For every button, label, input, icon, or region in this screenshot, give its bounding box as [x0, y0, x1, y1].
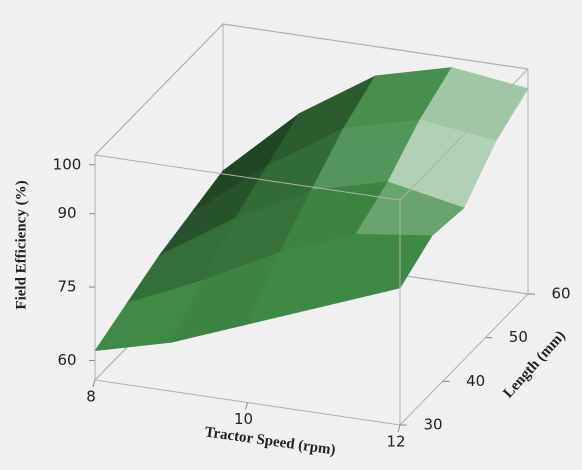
surface	[94, 67, 529, 352]
z-tick-label: 90	[57, 204, 76, 222]
box-edge	[94, 154, 401, 201]
box-front	[94, 23, 529, 425]
z-axis-label: Field Efficiency (%)	[13, 180, 29, 309]
z-tick-label: 75	[57, 278, 76, 296]
x-tick-label: 12	[386, 433, 405, 451]
y-tick-label: 40	[466, 372, 485, 390]
y-tick-label: 30	[423, 416, 442, 434]
x-tick	[397, 424, 401, 433]
x-tick-label: 8	[86, 388, 96, 406]
box-edge	[94, 23, 224, 156]
box-edge	[222, 23, 529, 70]
x-tick	[245, 402, 248, 410]
z-tick-label: 60	[57, 351, 76, 369]
box-edge	[399, 68, 529, 201]
surface-patch	[323, 233, 433, 307]
x-tick-label: 10	[234, 410, 253, 428]
x-tick	[92, 379, 96, 388]
z-tick-label: 100	[53, 155, 82, 173]
y-tick-label: 50	[509, 328, 528, 346]
y-tick-label: 60	[551, 285, 570, 303]
